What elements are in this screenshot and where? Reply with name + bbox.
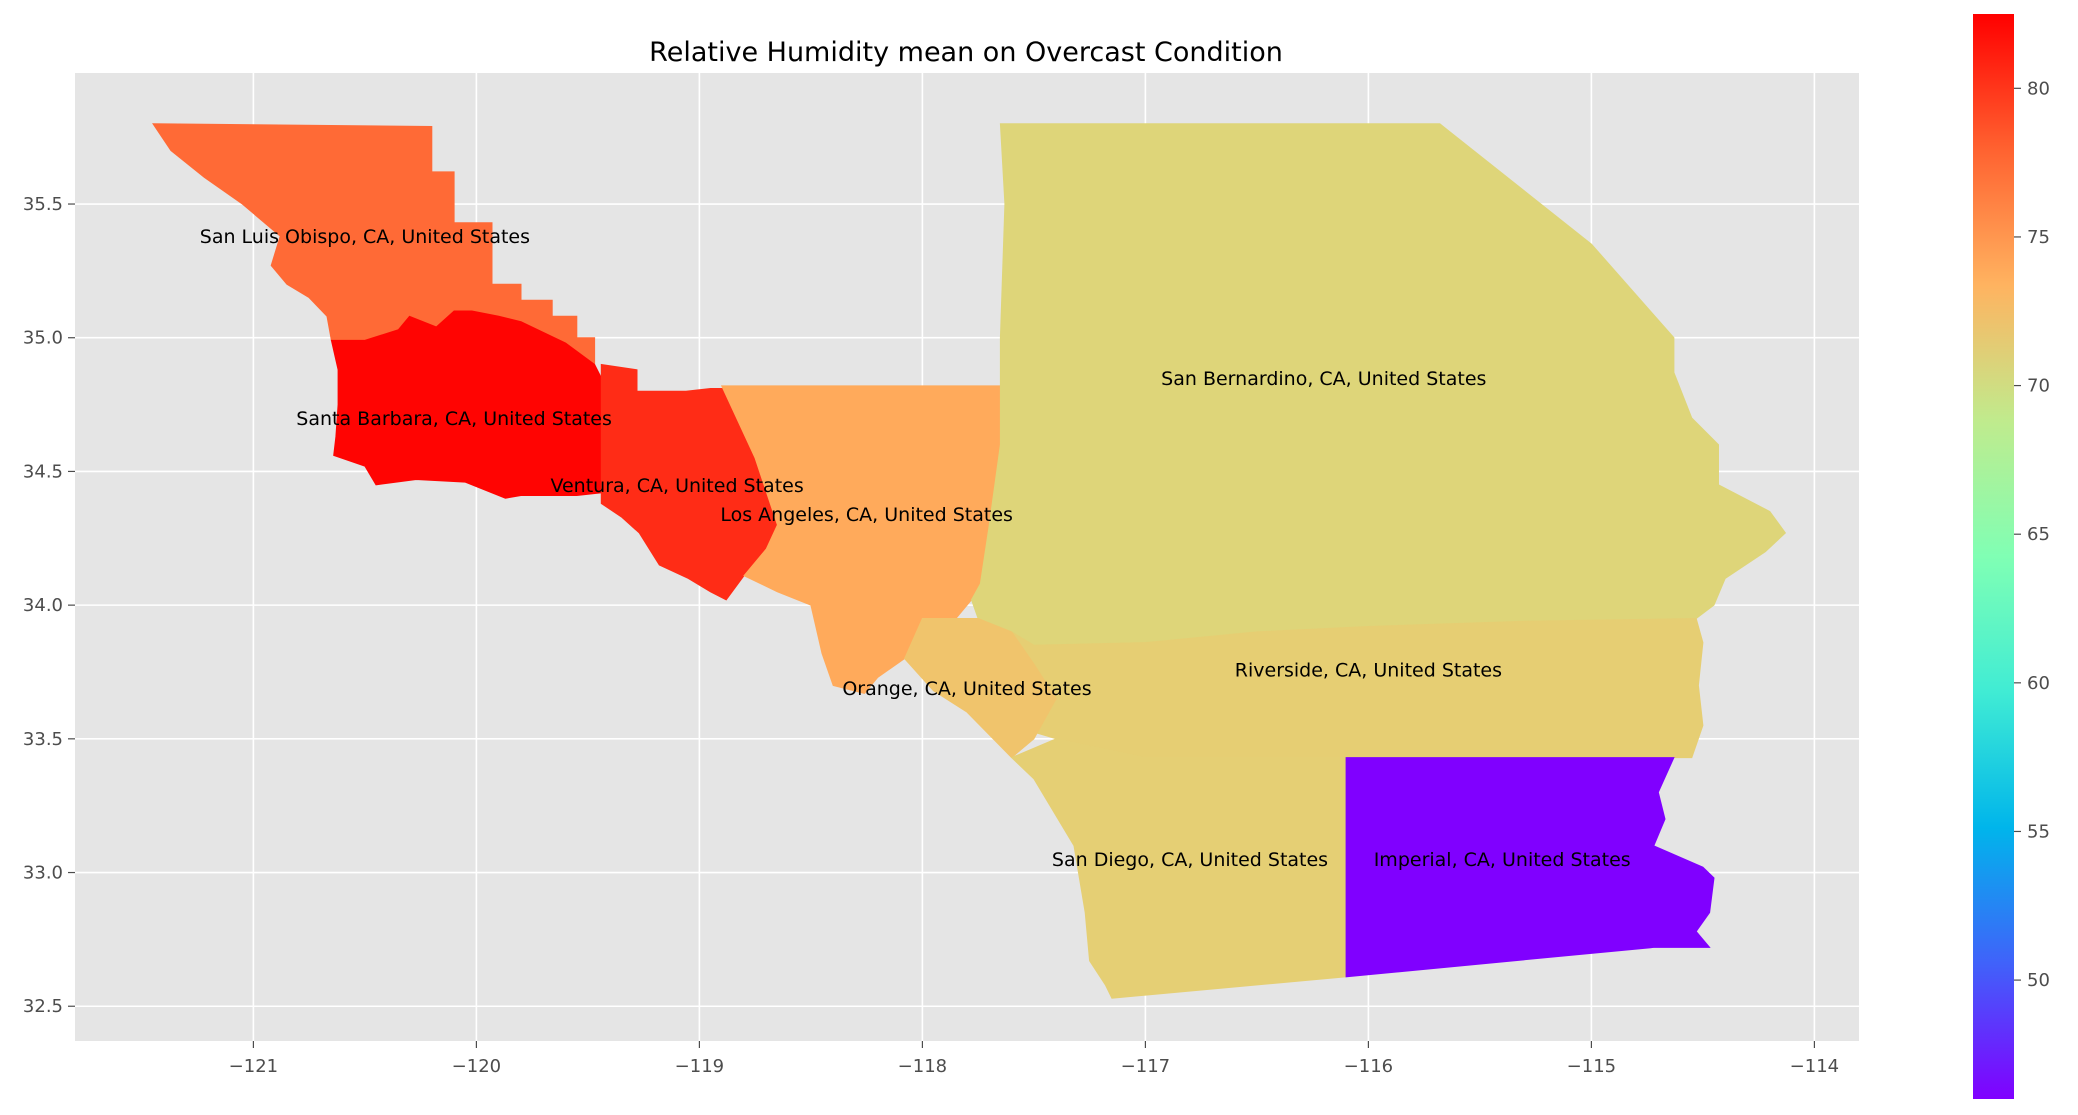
x-tick-label-6: −115	[1567, 1056, 1616, 1077]
county-labels: San Luis Obispo, CA, United States Santa …	[200, 226, 1631, 871]
colorbar-tick-label-5: 75	[2027, 227, 2050, 248]
county-region-1	[330, 310, 602, 499]
county-region-6	[904, 618, 1057, 759]
y-tick-label-3: 34.0	[23, 595, 63, 616]
y-tick-label-4: 34.5	[23, 461, 63, 482]
county-label-4: San Bernardino, CA, United States	[1161, 368, 1486, 390]
x-tick-label-5: −116	[1344, 1056, 1393, 1077]
chart-title: Relative Humidity mean on Overcast Condi…	[649, 37, 1283, 68]
y-tick-label-1: 33.0	[23, 863, 63, 884]
y-tick-label-5: 35.0	[23, 328, 63, 349]
y-axis-ticks: 32.5 33.0 33.5 34.0 34.5 35.0 35.5	[23, 194, 75, 1017]
county-label-1: Santa Barbara, CA, United States	[296, 408, 612, 430]
x-tick-label-2: −119	[675, 1056, 724, 1077]
y-tick-label-2: 33.5	[23, 729, 63, 750]
colorbar-ticks: 50 55 60 65 70 75 80	[2014, 78, 2050, 991]
x-tick-label-4: −117	[1121, 1056, 1170, 1077]
x-axis-ticks: −121 −120 −119 −118 −117 −116 −115 −114	[229, 1041, 1839, 1077]
colorbar-tick-label-2: 60	[2027, 673, 2050, 694]
x-tick-label-7: −114	[1790, 1056, 1839, 1077]
colorbar-tick-label-3: 65	[2027, 524, 2050, 545]
county-label-5: Riverside, CA, United States	[1235, 659, 1502, 681]
county-regions	[152, 123, 1787, 999]
y-tick-label-0: 32.5	[23, 996, 63, 1017]
county-label-3: Los Angeles, CA, United States	[720, 504, 1013, 526]
x-tick-label-0: −121	[229, 1056, 278, 1077]
colorbar	[1973, 14, 2014, 1099]
x-tick-label-3: −118	[898, 1056, 947, 1077]
colorbar-tick-label-1: 55	[2027, 821, 2050, 842]
county-label-8: Imperial, CA, United States	[1374, 849, 1631, 871]
colorbar-tick-label-0: 50	[2027, 970, 2050, 991]
county-label-6: Orange, CA, United States	[842, 678, 1091, 700]
colorbar-tick-label-6: 80	[2027, 78, 2050, 99]
colorbar-tick-label-4: 70	[2027, 376, 2050, 397]
county-label-2: Ventura, CA, United States	[550, 475, 803, 497]
x-tick-label-1: −120	[452, 1056, 501, 1077]
county-region-7	[1010, 738, 1347, 999]
county-label-0: San Luis Obispo, CA, United States	[200, 226, 530, 248]
y-tick-label-6: 35.5	[23, 194, 63, 215]
county-label-7: San Diego, CA, United States	[1052, 849, 1328, 871]
county-region-8	[1345, 757, 1715, 978]
